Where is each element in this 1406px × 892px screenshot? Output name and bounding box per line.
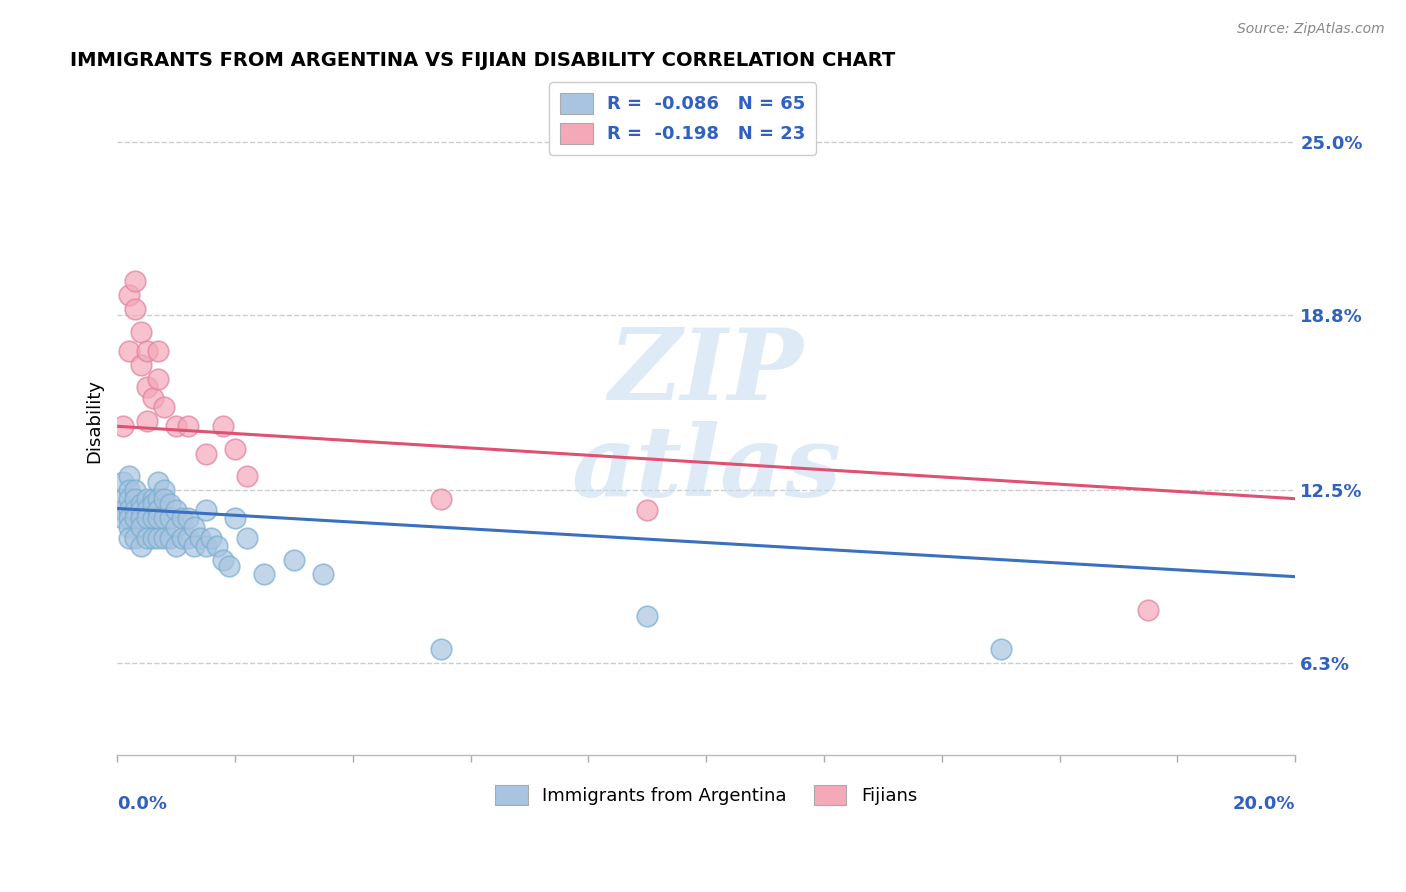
Point (165, 539, 187, 553)
Text: IMMIGRANTS FROM ARGENTINA VS FIJIAN DISABILITY CORRELATION CHART: IMMIGRANTS FROM ARGENTINA VS FIJIAN DISA… (70, 51, 896, 70)
Point (212, 553, 235, 567)
Point (148, 475, 170, 489)
Point (112, 491, 135, 506)
Point (118, 469, 141, 483)
Point (118, 483, 141, 498)
Point (159, 531, 181, 545)
Point (253, 566, 276, 581)
Y-axis label: Disability: Disability (86, 379, 103, 463)
Point (141, 497, 163, 511)
Point (153, 491, 176, 506)
Point (636, 608, 658, 623)
Point (148, 372, 170, 386)
Text: 0.0%: 0.0% (117, 795, 167, 813)
Point (224, 511, 246, 525)
Point (188, 531, 211, 545)
Point (141, 531, 163, 545)
Point (129, 519, 152, 533)
Point (135, 414, 157, 428)
Point (148, 511, 170, 525)
Point (148, 503, 170, 517)
Point (636, 503, 658, 517)
Point (165, 503, 187, 517)
Point (118, 503, 141, 517)
Point (124, 491, 146, 506)
Point (124, 483, 146, 498)
Point (236, 469, 259, 483)
Point (124, 302, 146, 317)
Point (124, 503, 146, 517)
Point (183, 519, 205, 533)
Text: ZIP: ZIP (609, 324, 804, 421)
Text: 20.0%: 20.0% (1233, 795, 1295, 813)
Point (112, 511, 135, 525)
Point (129, 497, 152, 511)
Point (200, 531, 222, 545)
Point (283, 553, 305, 567)
Point (153, 531, 176, 545)
Legend: Immigrants from Argentina, Fijians: Immigrants from Argentina, Fijians (488, 778, 924, 813)
Point (207, 539, 229, 553)
Point (129, 358, 152, 372)
Point (118, 344, 141, 359)
Point (312, 566, 335, 581)
Point (124, 511, 146, 525)
Point (118, 491, 141, 506)
Point (153, 483, 176, 498)
Point (118, 519, 141, 533)
Point (165, 419, 187, 434)
Point (159, 497, 181, 511)
Point (129, 325, 152, 339)
Point (135, 491, 157, 506)
Point (141, 392, 163, 406)
Point (170, 531, 193, 545)
Point (135, 503, 157, 517)
Point (153, 400, 176, 414)
Point (430, 491, 453, 506)
Point (194, 539, 217, 553)
Point (236, 531, 259, 545)
Point (135, 511, 157, 525)
Point (177, 511, 200, 525)
Text: Source: ZipAtlas.com: Source: ZipAtlas.com (1237, 22, 1385, 37)
Point (112, 503, 135, 517)
Point (112, 475, 135, 489)
Point (177, 419, 200, 434)
Point (990, 642, 1012, 657)
Point (224, 442, 246, 456)
Point (148, 491, 170, 506)
Point (129, 539, 152, 553)
Point (218, 558, 240, 573)
Point (430, 642, 453, 657)
Point (194, 503, 217, 517)
Point (148, 531, 170, 545)
Point (194, 447, 217, 461)
Point (177, 531, 200, 545)
Point (183, 539, 205, 553)
Point (148, 344, 170, 359)
Point (112, 419, 135, 434)
Point (141, 511, 163, 525)
Point (135, 344, 157, 359)
Point (118, 511, 141, 525)
Text: atlas: atlas (571, 421, 841, 517)
Point (129, 511, 152, 525)
Point (170, 511, 193, 525)
Point (118, 288, 141, 302)
Point (153, 511, 176, 525)
Point (124, 275, 146, 289)
Point (124, 531, 146, 545)
Point (135, 531, 157, 545)
Point (159, 511, 181, 525)
Point (118, 531, 141, 545)
Point (165, 519, 187, 533)
Point (141, 491, 163, 506)
Point (212, 419, 235, 434)
Point (1137, 603, 1160, 617)
Point (135, 380, 157, 394)
Point (129, 503, 152, 517)
